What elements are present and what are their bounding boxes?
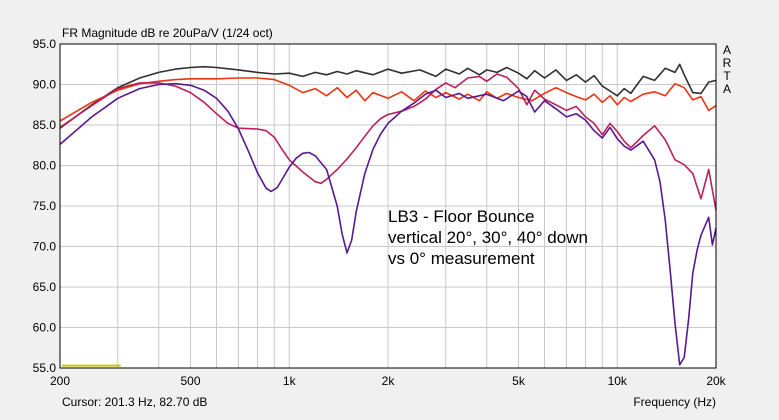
x-tick-label: 10k	[608, 374, 628, 388]
x-tick-label: 200	[50, 374, 70, 388]
y-axis-ticks: 55.0 60.0 65.0 70.0 75.0 80.0 85.0 90.0 95.0	[33, 37, 57, 375]
cursor-readout: Cursor: 201.3 Hz, 82.70 dB	[62, 395, 207, 409]
series-line-3	[59, 82, 717, 366]
y-tick-label: 65.0	[33, 280, 57, 294]
annotation-line: vs 0° measurement	[388, 249, 535, 268]
plot-frame	[59, 43, 717, 369]
x-axis-ticks: 200 500 1k 2k 5k 10k 20k	[50, 374, 727, 388]
y-tick-label: 70.0	[33, 240, 57, 254]
y-tick-label: 55.0	[33, 361, 57, 375]
y-tick-label: 75.0	[33, 199, 57, 213]
x-axis-label: Frequency (Hz)	[633, 395, 716, 409]
x-tick-label: 5k	[512, 374, 526, 388]
y-tick-label: 90.0	[33, 78, 57, 92]
x-tick-label: 1k	[283, 374, 297, 388]
annotation-line: LB3 - Floor Bounce	[388, 207, 534, 226]
x-tick-label: 500	[181, 374, 201, 388]
y-tick-label: 60.0	[33, 321, 57, 335]
brand-letter: A	[723, 43, 731, 57]
annotation-line: vertical 20°, 30°, 40° down	[388, 228, 588, 247]
x-tick-label: 20k	[706, 374, 726, 388]
series-line-0	[59, 63, 717, 129]
x-tick-label: 2k	[382, 374, 396, 388]
brand-letter: A	[723, 82, 731, 96]
series-layer	[59, 63, 717, 366]
brand-letter: R	[723, 56, 732, 70]
chart-annotation: LB3 - Floor Bounce vertical 20°, 30°, 40°…	[388, 207, 588, 268]
chart-title: FR Magnitude dB re 20uPa/V (1/24 oct)	[62, 26, 273, 40]
y-tick-label: 85.0	[33, 118, 57, 132]
y-tick-label: 80.0	[33, 159, 57, 173]
grid	[60, 44, 716, 368]
brand-letter: T	[723, 69, 731, 83]
y-tick-label: 95.0	[33, 37, 57, 51]
